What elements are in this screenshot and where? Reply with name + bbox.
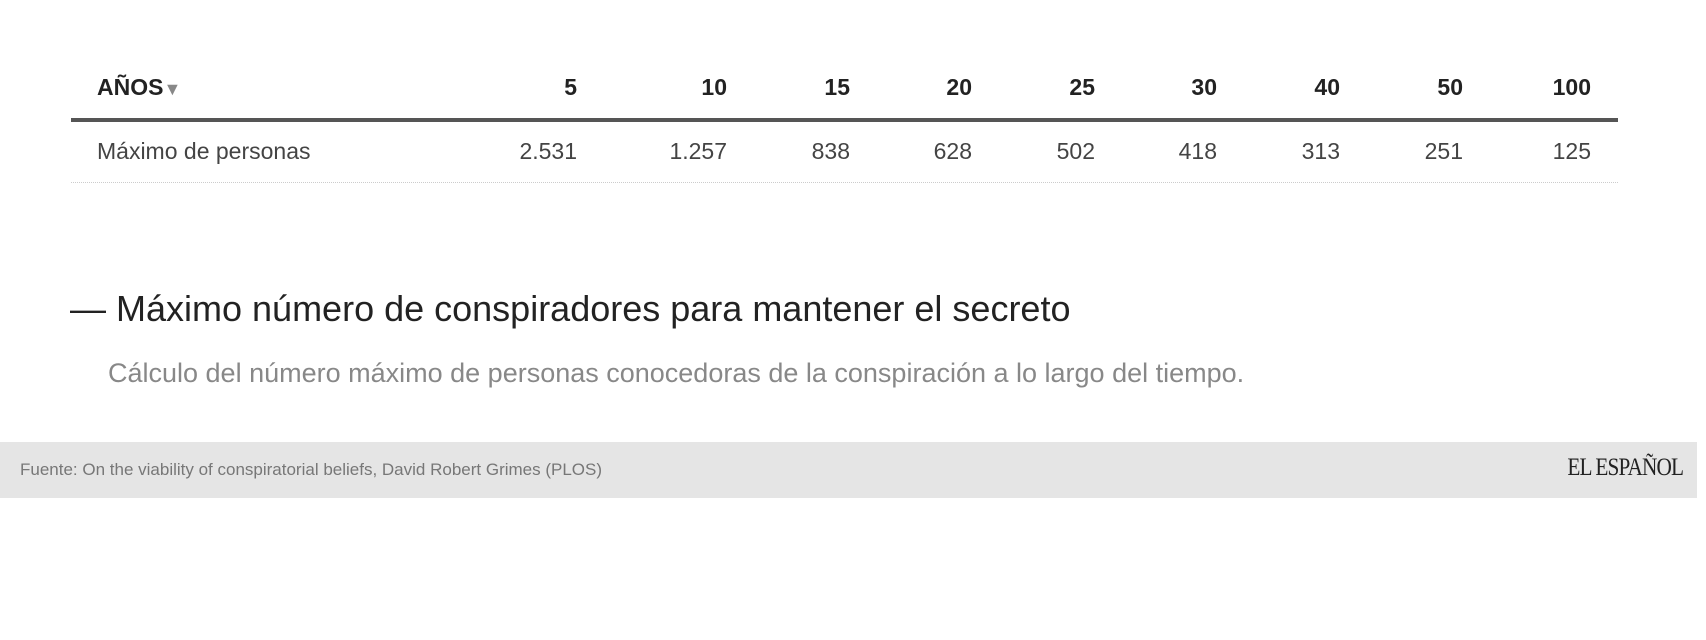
table-cell: 313	[1301, 138, 1340, 164]
footer: Fuente: On the viability of conspiratori…	[0, 442, 1697, 498]
chart-subtitle: Cálculo del número máximo de personas co…	[108, 358, 1245, 388]
table-cell: 628	[933, 138, 972, 164]
column-header-15[interactable]: 15	[824, 74, 850, 100]
row-label: Máximo de personas	[97, 138, 311, 164]
column-header-10[interactable]: 10	[701, 74, 727, 100]
source-text: Fuente: On the viability of conspiratori…	[20, 460, 603, 479]
table-cell: 838	[811, 138, 850, 164]
table-cell: 125	[1552, 138, 1591, 164]
column-header-5[interactable]: 5	[564, 74, 577, 100]
sort-years-header[interactable]: AÑOS▼	[97, 74, 181, 101]
table-cell: 251	[1424, 138, 1463, 164]
column-header-20[interactable]: 20	[946, 74, 972, 100]
table-header: AÑOS▼ 5 10 15 20 25 30 40 50 100	[71, 62, 1618, 122]
header-label: AÑOS	[97, 74, 164, 100]
column-header-40[interactable]: 40	[1314, 74, 1340, 100]
triangle-down-icon: ▼	[163, 79, 182, 99]
chart-title: — Máximo número de conspiradores para ma…	[70, 288, 1071, 329]
column-header-25[interactable]: 25	[1069, 74, 1095, 100]
el-espanol-logo: EL ESPAÑOL	[1567, 454, 1684, 481]
table-cell: 418	[1178, 138, 1217, 164]
column-header-30[interactable]: 30	[1191, 74, 1217, 100]
table-cell: 2.531	[519, 138, 577, 164]
table-cell: 502	[1056, 138, 1095, 164]
column-header-50[interactable]: 50	[1437, 74, 1463, 100]
table-row: Máximo de personas 2.531 1.257 838 628 502 41…	[71, 122, 1618, 183]
table-cell: 1.257	[669, 138, 727, 164]
data-table: AÑOS▼ 5 10 15 20 25 30 40 50 100 Máximo de perso…	[71, 62, 1618, 183]
column-header-100[interactable]: 100	[1552, 74, 1591, 100]
